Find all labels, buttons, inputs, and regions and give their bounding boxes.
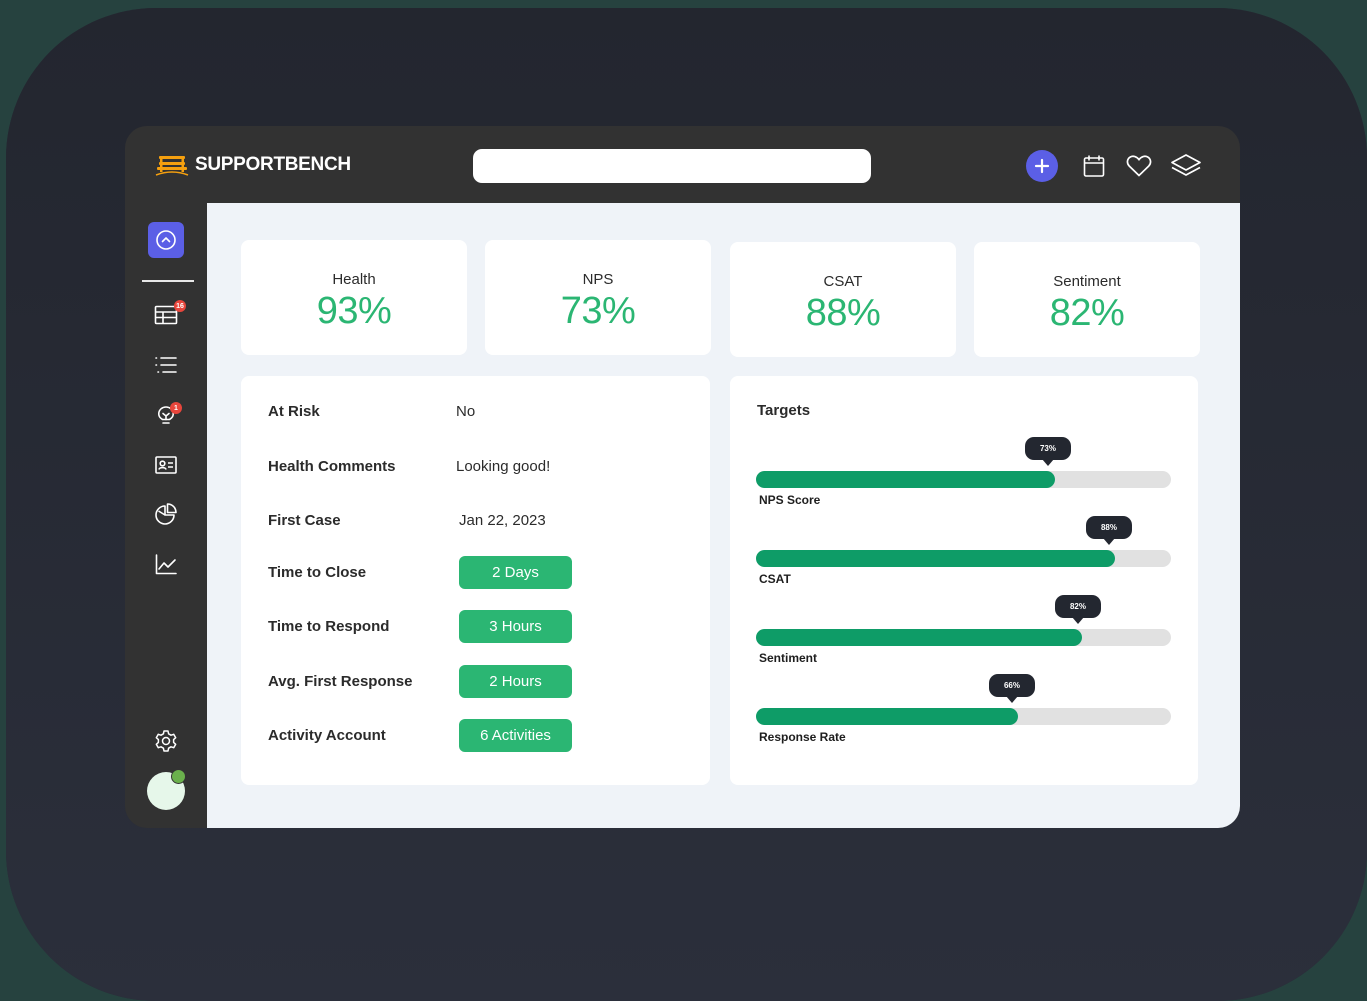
top-header: SUPPORTBENCH [125,126,1240,203]
logo[interactable]: SUPPORTBENCH [155,154,351,176]
pie-chart-icon [155,503,177,525]
detail-row-at-risk: At Risk No [268,401,475,421]
tables-badge: 16 [174,300,186,312]
kpi-label: NPS [582,271,614,288]
sidebar: 16 1 [125,203,207,828]
detail-label: Time to Respond [268,618,390,635]
kpi-card-nps: NPS 73% [485,240,711,355]
online-status-indicator [171,769,186,784]
kpi-value: 73% [560,290,636,332]
detail-row-activity-account: Activity Account 6 Activities [268,719,572,752]
calendar-icon [1083,155,1105,177]
kpi-label: Sentiment [1053,273,1121,290]
progress-track [756,708,1171,725]
brand-name: SUPPORTBENCH [195,154,351,175]
list-icon [155,357,177,373]
bench-logo-icon [155,156,189,176]
target-label: CSAT [759,572,791,586]
progress-track [756,550,1171,567]
progress-fill [756,550,1115,567]
kpi-value: 82% [1049,292,1125,334]
sidebar-divider [142,280,194,282]
target-value-tooltip: 88% [1086,516,1132,545]
detail-row-first-case: First Case Jan 22, 2023 [268,510,546,530]
kpi-label: CSAT [823,273,863,290]
kpi-value: 88% [805,292,881,334]
layers-button[interactable] [1168,150,1204,182]
sidebar-item-analytics[interactable] [148,546,184,582]
detail-value: No [456,402,476,420]
contact-card-icon [155,456,177,474]
kpi-card-sentiment: Sentiment 82% [974,242,1200,357]
sidebar-item-tables[interactable] [148,297,184,333]
detail-label: Activity Account [268,727,386,744]
target-value-tooltip: 82% [1055,595,1101,624]
targets-title: Targets [757,402,811,419]
sidebar-item-contacts[interactable] [148,447,184,483]
target-sentiment: 82% Sentiment [756,595,1171,665]
progress-track [756,629,1171,646]
target-label: Sentiment [759,651,818,665]
account-details-panel: At Risk No Health Comments Looking good!… [241,376,710,785]
progress-fill [756,629,1082,646]
kpi-card-csat: CSAT 88% [730,242,956,357]
detail-label: First Case [268,511,341,529]
heart-icon [1126,155,1152,177]
time-to-respond-badge: 3 Hours [459,610,572,643]
calendar-button[interactable] [1078,150,1110,182]
line-chart-icon [155,554,177,575]
lightbulb-icon [157,406,175,424]
avg-first-response-badge: 2 Hours [459,665,572,698]
progress-fill [756,471,1055,488]
target-label: NPS Score [759,493,821,507]
activity-account-badge: 6 Activities [459,719,572,752]
add-button[interactable] [1026,150,1058,182]
kpi-label: Health [332,271,376,288]
detail-row-health-comments: Health Comments Looking good! [268,456,550,476]
detail-label: Health Comments [268,457,396,475]
ideas-badge: 1 [170,402,182,414]
sidebar-item-ideas[interactable] [148,397,184,433]
sidebar-item-list[interactable] [148,347,184,383]
time-to-close-badge: 2 Days [459,556,572,589]
plus-icon [1034,158,1050,174]
detail-value: Jan 22, 2023 [459,511,546,529]
main-content: Health 93% NPS 73% CSAT 88% Sentiment 82… [207,203,1240,828]
sidebar-item-reports[interactable] [148,496,184,532]
kpi-card-health: Health 93% [241,240,467,355]
table-icon [154,305,178,325]
target-label: Response Rate [759,730,846,744]
chevron-up-circle-icon [156,230,176,250]
detail-row-avg-first-response: Avg. First Response 2 Hours [268,665,572,698]
detail-label: At Risk [268,402,320,420]
detail-row-time-to-respond: Time to Respond 3 Hours [268,610,572,643]
target-response-rate: 66% Response Rate [756,674,1171,744]
progress-track [756,471,1171,488]
target-value-tooltip: 66% [989,674,1035,703]
gear-icon [155,730,177,752]
sidebar-item-home[interactable] [148,222,184,258]
progress-fill [756,708,1018,725]
favorites-button[interactable] [1123,150,1155,182]
detail-row-time-to-close: Time to Close 2 Days [268,556,572,589]
detail-label: Time to Close [268,564,367,581]
targets-panel: Targets 73% NPS Score 88% CSAT 82% Senti… [730,376,1198,785]
target-value-tooltip: 73% [1025,437,1071,466]
search-input[interactable] [473,149,871,183]
sidebar-item-settings[interactable] [148,723,184,759]
target-csat: 88% CSAT [756,516,1171,586]
app-window: SUPPORTBENCH [125,126,1240,828]
target-nps-score: 73% NPS Score [756,437,1171,507]
detail-label: Avg. First Response [268,673,413,690]
detail-value: Looking good! [456,457,551,475]
kpi-value: 93% [316,290,392,332]
layers-icon [1171,154,1201,176]
